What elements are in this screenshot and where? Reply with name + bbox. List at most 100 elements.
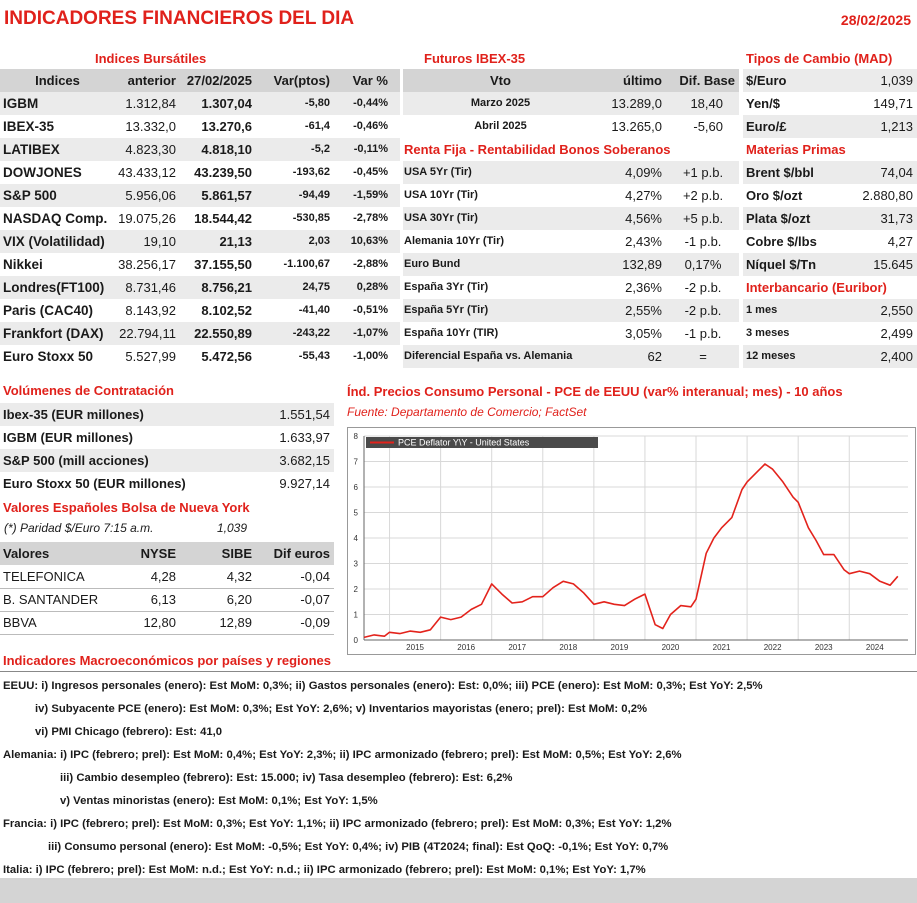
commodity-row: Plata $/ozt 31,73: [743, 207, 917, 230]
bond-row: Alemania 10Yr (Tir) 2,43% -1 p.b.: [403, 230, 739, 253]
index-name: LATIBEX: [3, 142, 60, 157]
futures-header: Vto último Dif. Base: [403, 69, 739, 92]
index-last: 37.155,50: [194, 257, 252, 272]
stock-row: TELEFONICA 4,28 4,32 -0,04: [0, 565, 334, 589]
index-last: 21,13: [219, 234, 252, 249]
index-pct: -1,00%: [353, 350, 388, 362]
index-prev: 1.312,84: [125, 96, 176, 111]
index-last: 13.270,6: [201, 119, 252, 134]
bond-row: España 5Yr (Tir) 2,55% -2 p.b.: [403, 299, 739, 322]
bond-value: 62: [647, 349, 662, 364]
volume-value: 9.927,14: [279, 476, 330, 491]
fx-value: 1,213: [880, 119, 913, 134]
index-prev: 5.956,06: [125, 188, 176, 203]
index-prev: 8.143,92: [125, 303, 176, 318]
bond-value: 4,56%: [625, 211, 662, 226]
index-last: 43.239,50: [194, 165, 252, 180]
index-prev: 8.731,46: [125, 280, 176, 295]
stock-nyse: 12,80: [143, 615, 176, 630]
index-pct: -0,46%: [353, 120, 388, 132]
euribor-value: 2,499: [880, 326, 913, 341]
index-last: 18.544,42: [194, 211, 252, 226]
bonds-title: Renta Fija - Rentabilidad Bonos Soberano…: [404, 142, 671, 157]
stock-name: BBVA: [3, 615, 37, 630]
index-last: 8.756,21: [201, 280, 252, 295]
bond-chg: +1 p.b.: [682, 165, 724, 180]
future-row: Abril 2025 13.265,0 -5,60: [403, 115, 739, 138]
index-name: VIX (Volatilidad): [3, 234, 105, 249]
commodity-name: Plata $/ozt: [746, 211, 811, 226]
bond-name: Euro Bund: [404, 258, 461, 270]
index-pct: -2,78%: [353, 212, 388, 224]
index-name: IBEX-35: [3, 119, 55, 134]
bond-chg: -1 p.b.: [684, 234, 722, 249]
index-var: -94,49: [298, 189, 330, 201]
bond-name: España 5Yr (Tir): [404, 304, 489, 316]
y-tick-label: 6: [354, 483, 359, 492]
report-date: 28/02/2025: [840, 12, 911, 28]
commodity-row: Cobre $/lbs 4,27: [743, 230, 917, 253]
bond-row: USA 5Yr (Tir) 4,09% +1 p.b.: [403, 161, 739, 184]
nyse-header: Valores NYSE SIBE Dif euros: [0, 542, 334, 565]
index-prev: 19.075,26: [118, 211, 176, 226]
legend-label: PCE Deflator Y\Y - United States: [398, 438, 530, 448]
commodity-row: Oro $/ozt 2.880,80: [743, 184, 917, 207]
y-tick-label: 7: [354, 458, 359, 467]
stock-dif: -0,09: [300, 615, 330, 630]
index-var: -193,62: [292, 166, 330, 178]
col-ultimo: último: [623, 73, 662, 88]
index-name: Londres(FT100): [3, 280, 105, 295]
index-row: Frankfort (DAX) 22.794,11 22.550,89 -243,22…: [0, 322, 400, 345]
col-dif: Dif euros: [273, 546, 330, 561]
fx-row: $/Euro 1,039: [743, 69, 917, 92]
bond-name: Alemania 10Yr (Tir): [404, 235, 505, 247]
commodity-name: Cobre $/lbs: [746, 234, 817, 249]
x-tick-label: 2018: [559, 643, 577, 652]
stock-name: B. SANTANDER: [3, 592, 99, 607]
index-last: 8.102,52: [201, 303, 252, 318]
index-var: -5,80: [304, 97, 330, 109]
stock-name: TELEFONICA: [3, 569, 85, 584]
col-date: 27/02/2025: [186, 73, 252, 88]
index-pct: 10,63%: [350, 235, 388, 247]
index-last: 5.472,56: [201, 349, 252, 364]
bond-row: USA 10Yr (Tir) 4,27% +2 p.b.: [403, 184, 739, 207]
col-nyse: NYSE: [140, 546, 176, 561]
future-last: 13.265,0: [611, 119, 662, 134]
fx-name: Yen/$: [746, 96, 780, 111]
index-row: Euro Stoxx 50 5.527,99 5.472,56 -55,43 -1,00…: [0, 345, 400, 368]
euribor-value: 2,550: [880, 303, 913, 318]
index-pct: -1,07%: [353, 327, 388, 339]
index-last: 22.550,89: [194, 326, 252, 341]
footer-bar: [0, 878, 917, 903]
index-pct: -2,88%: [353, 258, 388, 270]
volume-name: Ibex-35 (EUR millones): [3, 407, 144, 422]
bond-row: Diferencial España vs. Alemania 62 =: [403, 345, 739, 368]
bond-chg: -2 p.b.: [684, 280, 722, 295]
index-pct: -0,44%: [353, 97, 388, 109]
stock-dif: -0,04: [300, 569, 330, 584]
future-vto: Marzo 2025: [470, 97, 531, 109]
macro-line: vi) PMI Chicago (febrero): Est: 41,0: [35, 726, 223, 738]
index-row: IGBM 1.312,84 1.307,04 -5,80 -0,44%: [0, 92, 400, 115]
stock-sibe: 6,20: [226, 592, 252, 607]
index-row: IBEX-35 13.332,0 13.270,6 -61,4 -0,46%: [0, 115, 400, 138]
bond-name: España 3Yr (Tir): [404, 281, 489, 293]
euribor-row: 3 meses 2,499: [743, 322, 917, 345]
chart-source: Fuente: Departamento de Comercio; FactSe…: [347, 405, 587, 419]
volume-value: 1.551,54: [279, 407, 330, 422]
index-name: S&P 500: [3, 188, 57, 203]
fx-row: Euro/£ 1,213: [743, 115, 917, 138]
x-tick-label: 2020: [662, 643, 680, 652]
index-row: Paris (CAC40) 8.143,92 8.102,52 -41,40 -0,51…: [0, 299, 400, 322]
index-row: LATIBEX 4.823,30 4.818,10 -5,2 -0,11%: [0, 138, 400, 161]
commodity-row: Brent $/bbl 74,04: [743, 161, 917, 184]
index-name: IGBM: [3, 96, 39, 111]
stock-nyse: 4,28: [150, 569, 176, 584]
volume-name: Euro Stoxx 50 (EUR millones): [3, 476, 186, 491]
fx-value: 1,039: [880, 73, 913, 88]
fx-name: $/Euro: [746, 73, 787, 88]
indices-header: Indices anterior 27/02/2025 Var(ptos) Va…: [0, 69, 400, 92]
euribor-row: 1 mes 2,550: [743, 299, 917, 322]
index-var: -1.100,67: [283, 258, 330, 270]
